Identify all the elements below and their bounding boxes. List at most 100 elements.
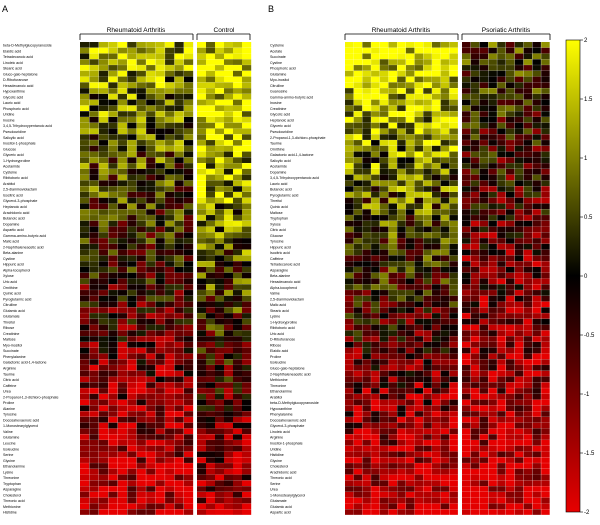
panel-b-heatmap-cell: [497, 440, 506, 446]
panel-a-heatmap-cell: [242, 353, 252, 360]
panel-a-heatmap-cell: [197, 318, 207, 325]
panel-b-heatmap-cell: [523, 434, 533, 440]
panel-a-heatmap-cell: [89, 376, 99, 383]
panel-b-heatmap-cell: [353, 266, 363, 273]
panel-a-heatmap-cell: [89, 451, 99, 458]
panel-b-heatmap-cell: [353, 209, 363, 215]
panel-b-heatmap-cell: [353, 370, 363, 377]
panel-a-heatmap-cell: [155, 295, 165, 302]
panel-b-heatmap-cell: [353, 474, 363, 481]
panel-b-heatmap-cell: [345, 266, 354, 273]
panel-b-heatmap-cell: [470, 111, 480, 117]
panel-a-heatmap-cell: [183, 70, 194, 77]
panel-a-heatmap-cell: [80, 370, 90, 377]
panel-b-row-label: Lauric acid: [270, 182, 287, 186]
panel-b-heatmap-cell: [462, 76, 471, 83]
panel-a-heatmap-cell: [136, 463, 146, 469]
panel-b-heatmap-cell: [514, 105, 524, 112]
panel-a-heatmap-cell: [117, 203, 127, 210]
panel-a-heatmap-cells: [80, 42, 252, 515]
panel-b-heatmap-cell: [449, 370, 458, 377]
panel-a-heatmap-cell: [136, 238, 146, 244]
panel-b-heatmap-cell: [541, 405, 550, 412]
panel-b-heatmap-cell: [541, 313, 550, 319]
panel-b-heatmap-cell: [462, 509, 471, 515]
panel-a-heatmap-cell: [146, 324, 156, 331]
panel-b-heatmap-cell: [353, 451, 363, 458]
colorbar-tick-label: -1.5: [584, 451, 595, 457]
panel-b-heatmap-cell: [345, 128, 354, 135]
panel-b-heatmap-cell: [479, 255, 489, 262]
panel-a-letter: A: [2, 4, 8, 14]
panel-b-heatmap-cell: [432, 168, 441, 175]
panel-a-heatmap-cell: [146, 134, 156, 140]
panel-a-heatmap-cell: [146, 318, 156, 325]
panel-a-heatmap-cell: [206, 365, 216, 371]
panel-a-heatmap-cell: [108, 174, 118, 181]
panel-a-heatmap-cell: [197, 480, 207, 487]
panel-b-heatmap-cell: [462, 168, 471, 175]
panel-a-heatmap-cell: [242, 186, 252, 192]
panel-a-heatmap-cell: [89, 347, 99, 354]
panel-b-heatmap-cell: [523, 249, 533, 256]
panel-a-row-label: Arginine: [3, 367, 16, 371]
panel-b-heatmap-cell: [371, 457, 380, 463]
panel-a-heatmap-cell: [127, 47, 137, 54]
panel-a-heatmap-cell: [224, 122, 234, 129]
panel-b-heatmap-cell: [423, 53, 432, 60]
panel-b-heatmap-cell: [414, 336, 424, 342]
panel-a-heatmap-cell: [146, 203, 156, 210]
panel-a-heatmap-cell: [155, 324, 165, 331]
panel-a-heatmap-cell: [155, 209, 165, 215]
panel-a-heatmap-cell: [242, 388, 252, 394]
panel-a-heatmap-cell: [155, 272, 165, 279]
panel-b-heatmap-cell: [541, 278, 550, 285]
panel-a-heatmap-cell: [98, 151, 109, 158]
panel-a-row-label: Elaidic acid: [3, 49, 21, 53]
panel-a-heatmap-cell: [174, 440, 184, 446]
panel-a-heatmap-cell: [155, 491, 165, 498]
panel-a-heatmap-cell: [127, 59, 137, 65]
panel-b-heatmap-cell: [479, 503, 489, 510]
panel-a-heatmap-cell: [215, 359, 225, 365]
panel-a-heatmap-cell: [183, 65, 194, 71]
panel-b-heatmap-cell: [532, 463, 541, 469]
panel-a-heatmap-cell: [127, 88, 137, 94]
panel-a-heatmap-cell: [127, 65, 137, 71]
panel-b-heatmap-cell: [479, 157, 489, 163]
panel-a-heatmap-cell: [108, 238, 118, 244]
panel-b-heatmap-cell: [523, 445, 533, 452]
panel-b-heatmap-cell: [479, 382, 489, 388]
panel-b-heatmap-cell: [379, 163, 389, 169]
panel-a-heatmap-cell: [165, 168, 175, 175]
panel-b-heatmap-cell: [449, 463, 458, 469]
panel-b-heatmap-cell: [397, 509, 406, 515]
panel-a-heatmap-cell: [183, 174, 194, 181]
panel-a-heatmap-cell: [165, 93, 175, 100]
panel-a-heatmap-cell: [108, 88, 118, 94]
panel-a-heatmap-cell: [146, 82, 156, 88]
panel-b-heatmap-cell: [379, 255, 389, 262]
panel-b-heatmap-cell: [462, 261, 471, 267]
panel-b-heatmap-cell: [440, 65, 450, 71]
panel-b-heatmap-cell: [345, 353, 354, 360]
panel-b-heatmap-cell: [362, 151, 371, 158]
panel-b-heatmap-cell: [388, 486, 397, 492]
panel-b-heatmap-cell: [379, 168, 389, 175]
panel-a-heatmap-cell: [206, 278, 216, 285]
panel-b-heatmap-cell: [541, 411, 550, 417]
panel-a-heatmap-cell: [146, 232, 156, 238]
panel-b-heatmap-cell: [523, 255, 533, 262]
panel-b-row-label: Beta-alanine: [270, 274, 290, 278]
panel-b-heatmap-cell: [514, 318, 524, 325]
panel-a-heatmap-cell: [242, 359, 252, 365]
panel-a-heatmap-cell: [127, 318, 137, 325]
panel-b-heatmap-cell: [397, 353, 406, 360]
panel-b-heatmap-cell: [541, 215, 550, 221]
panel-b-heatmap-cell: [440, 324, 450, 331]
panel-a-heatmap-cell: [89, 116, 99, 123]
panel-b-heatmap-cell: [497, 232, 506, 238]
panel-a-heatmap-cell: [165, 347, 175, 354]
panel-b-heatmap-cell: [440, 440, 450, 446]
panel-b-heatmap-cell: [432, 70, 441, 77]
